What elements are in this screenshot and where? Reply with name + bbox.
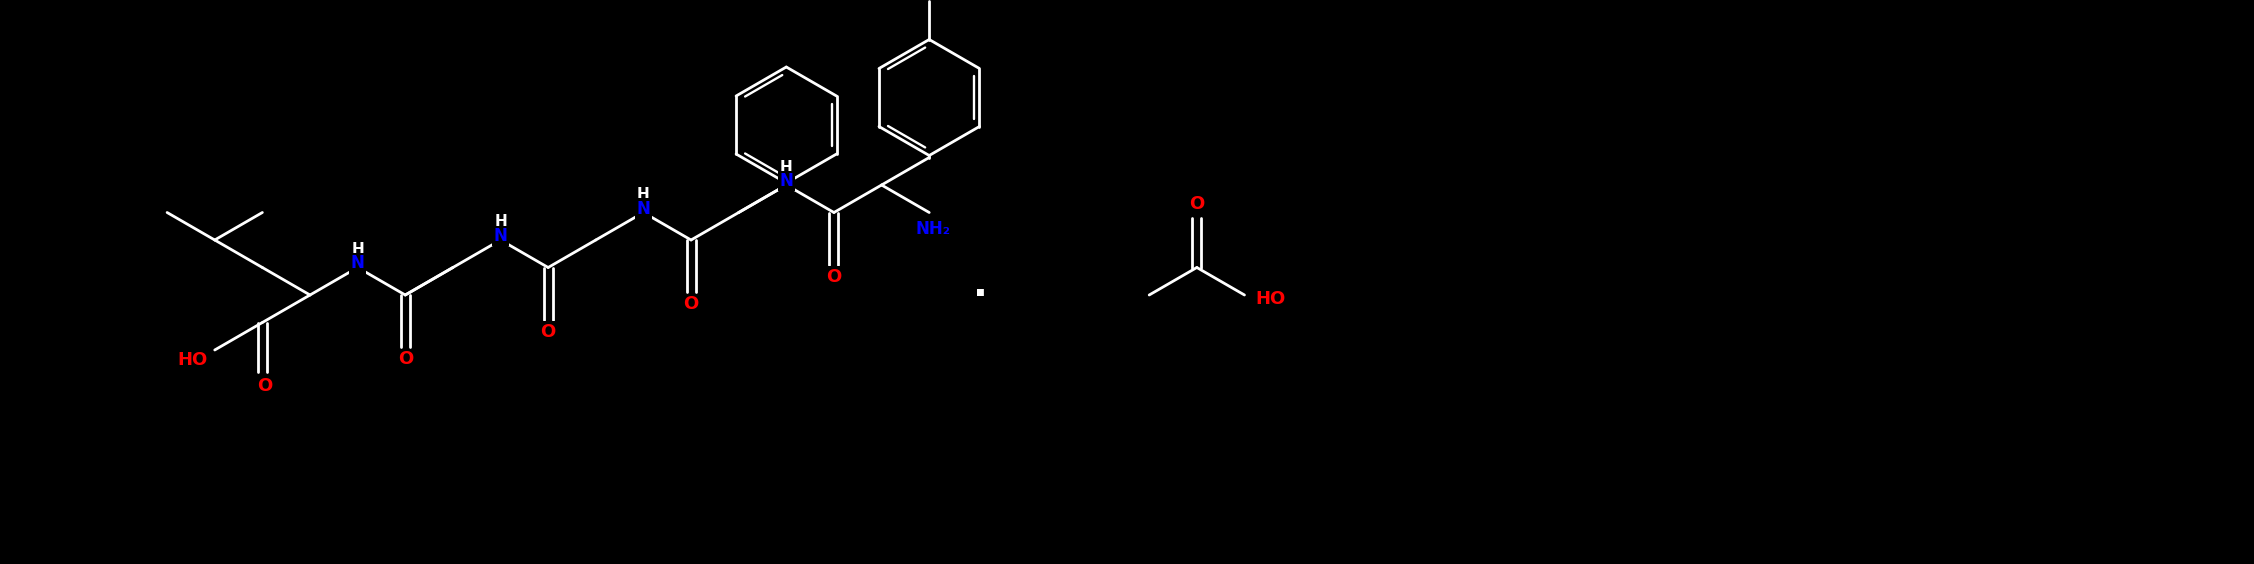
Text: H: H [638, 187, 649, 202]
Text: N: N [780, 172, 793, 190]
Text: HO: HO [178, 351, 207, 369]
Text: ·: · [974, 276, 987, 314]
Text: NH₂: NH₂ [915, 219, 951, 237]
Text: N: N [352, 254, 365, 272]
Text: O: O [397, 350, 412, 368]
Text: O: O [1190, 195, 1204, 213]
Text: N: N [494, 227, 507, 245]
Text: H: H [780, 160, 793, 174]
Text: O: O [827, 268, 841, 286]
Text: O: O [683, 295, 699, 313]
Text: O: O [541, 323, 557, 341]
Text: O: O [257, 377, 273, 395]
Text: HO: HO [1255, 290, 1285, 308]
Text: N: N [636, 200, 651, 218]
Text: H: H [494, 214, 507, 230]
Text: H: H [352, 242, 363, 257]
